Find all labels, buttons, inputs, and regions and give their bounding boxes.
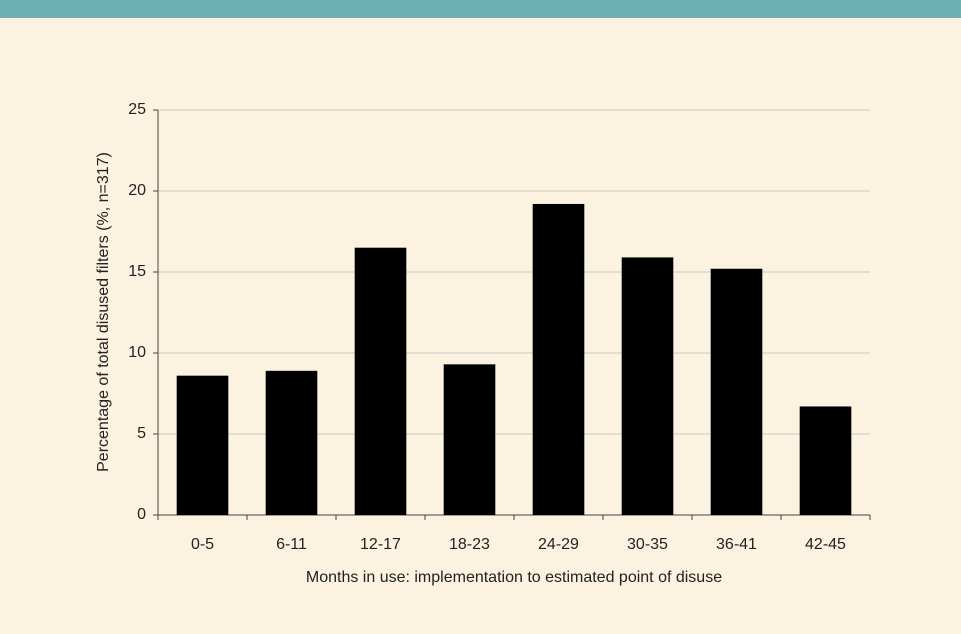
bar (176, 375, 229, 515)
bar (799, 406, 852, 515)
x-tick-label: 12-17 (360, 536, 401, 553)
x-tick-label: 30-35 (627, 536, 668, 553)
y-tick-label: 25 (128, 101, 146, 118)
x-tick-label: 18-23 (449, 536, 490, 553)
x-tick-label: 36-41 (716, 536, 757, 553)
bar (265, 370, 318, 515)
y-tick-label: 0 (137, 506, 146, 523)
bar (710, 268, 763, 515)
bar (443, 364, 496, 515)
bar (354, 247, 407, 515)
bar (532, 203, 585, 515)
y-tick-label: 10 (128, 344, 146, 361)
y-tick-label: 5 (137, 425, 146, 442)
x-tick-label: 24-29 (538, 536, 579, 553)
y-axis-label: Percentage of total disused filters (%, … (95, 152, 112, 472)
y-tick-label: 15 (128, 263, 146, 280)
x-tick-label: 42-45 (805, 536, 846, 553)
bar (621, 257, 674, 515)
y-tick-label: 20 (128, 182, 146, 199)
header-band (0, 0, 961, 18)
x-tick-label: 6-11 (276, 536, 307, 553)
x-tick-label: 0-5 (191, 536, 214, 553)
x-axis-label: Months in use: implementation to estimat… (306, 569, 722, 586)
